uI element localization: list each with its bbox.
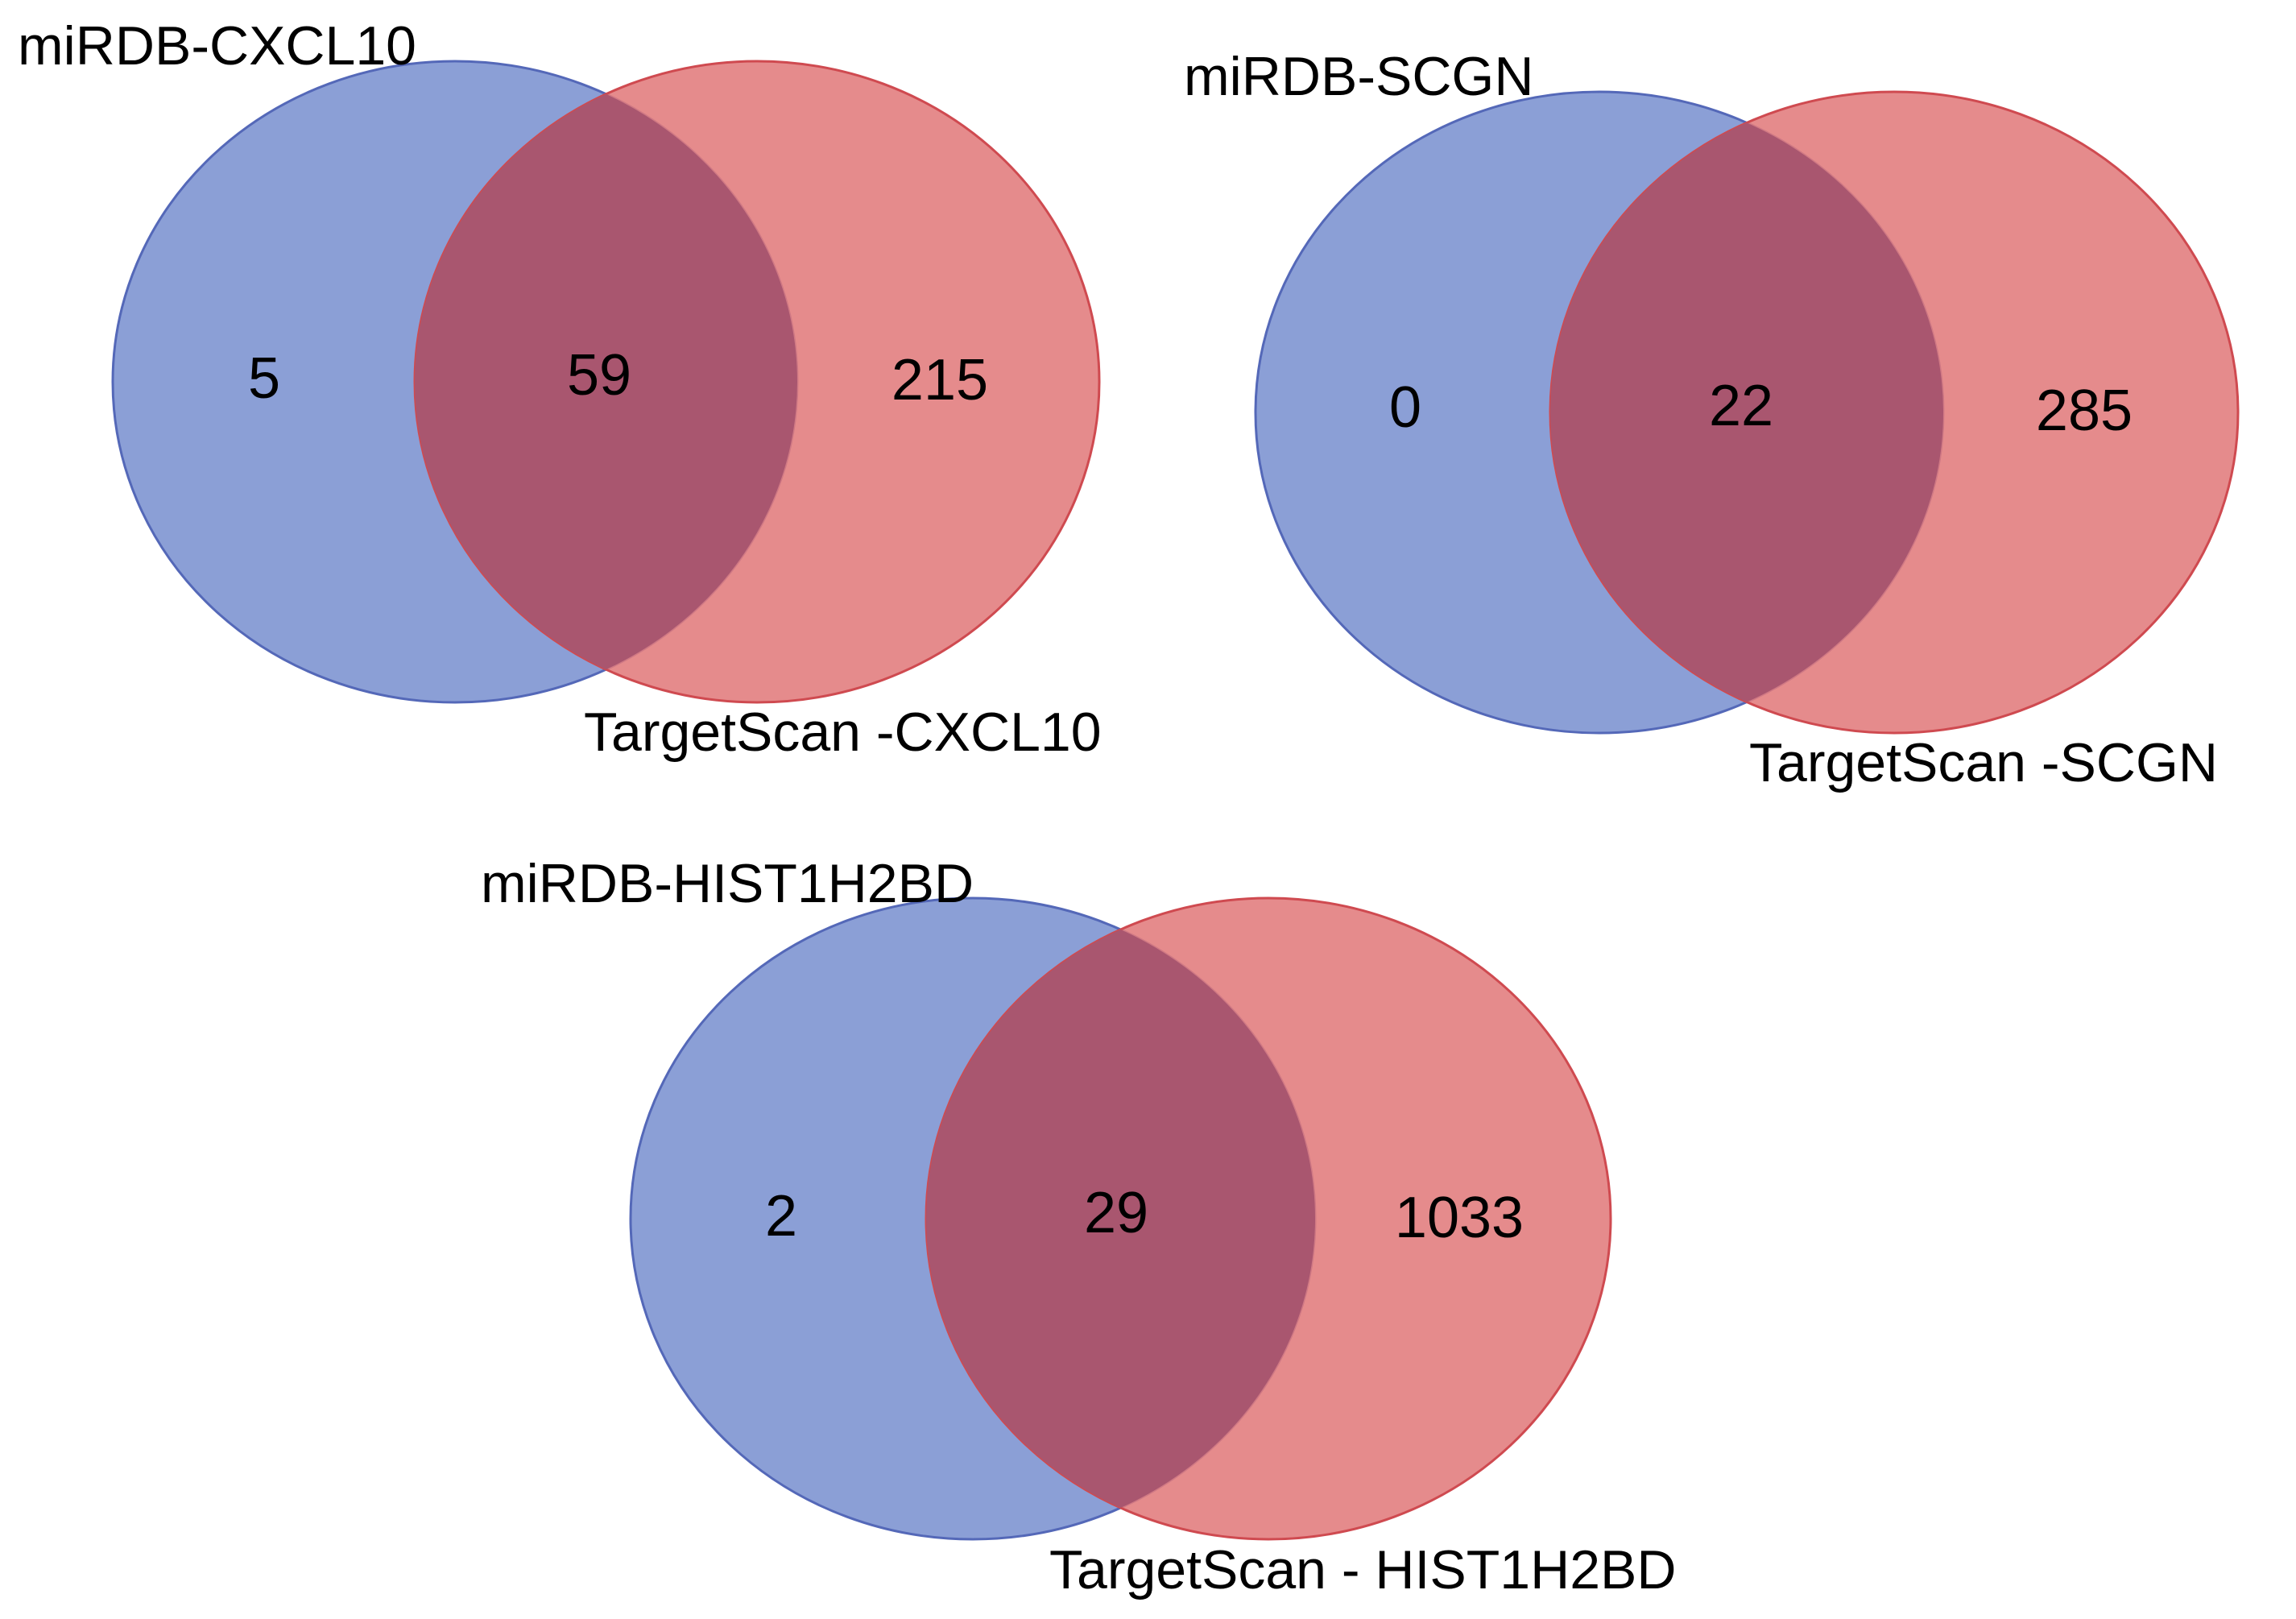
overlap-count: 22 [1709,374,1773,438]
only-mirdb-count: 2 [765,1184,797,1248]
only-mirdb-count: 5 [248,346,280,411]
overlap-count: 59 [567,343,631,408]
targetscan-set-label: TargetScan - HIST1H2BD [1049,1539,1677,1600]
only-targetscan-count: 285 [2036,379,2133,443]
mirdb-set-label: miRDB-HIST1H2BD [481,853,974,914]
venn-scgn: miRDB-SCGN TargetScan -SCGN 0 22 285 [1184,46,2240,793]
targetscan-set-label: TargetScan -SCGN [1749,732,2218,793]
targetscan-set-label: TargetScan -CXCL10 [584,702,1102,763]
overlap-region [926,898,1315,1539]
overlap-region [1550,92,1943,733]
only-mirdb-count: 0 [1389,375,1421,440]
overlap-count: 29 [1084,1181,1148,1245]
overlap-region [415,61,797,702]
mirdb-set-label: miRDB-SCGN [1184,46,1533,107]
venn-hist1h2bd: miRDB-HIST1H2BD TargetScan - HIST1H2BD 2… [481,853,1677,1600]
venn-cxcl10: miRDB-CXCL10 TargetScan -CXCL10 5 59 215 [18,15,1102,763]
only-targetscan-count: 1033 [1395,1186,1524,1250]
mirdb-set-label: miRDB-CXCL10 [18,15,416,77]
only-targetscan-count: 215 [892,348,988,412]
